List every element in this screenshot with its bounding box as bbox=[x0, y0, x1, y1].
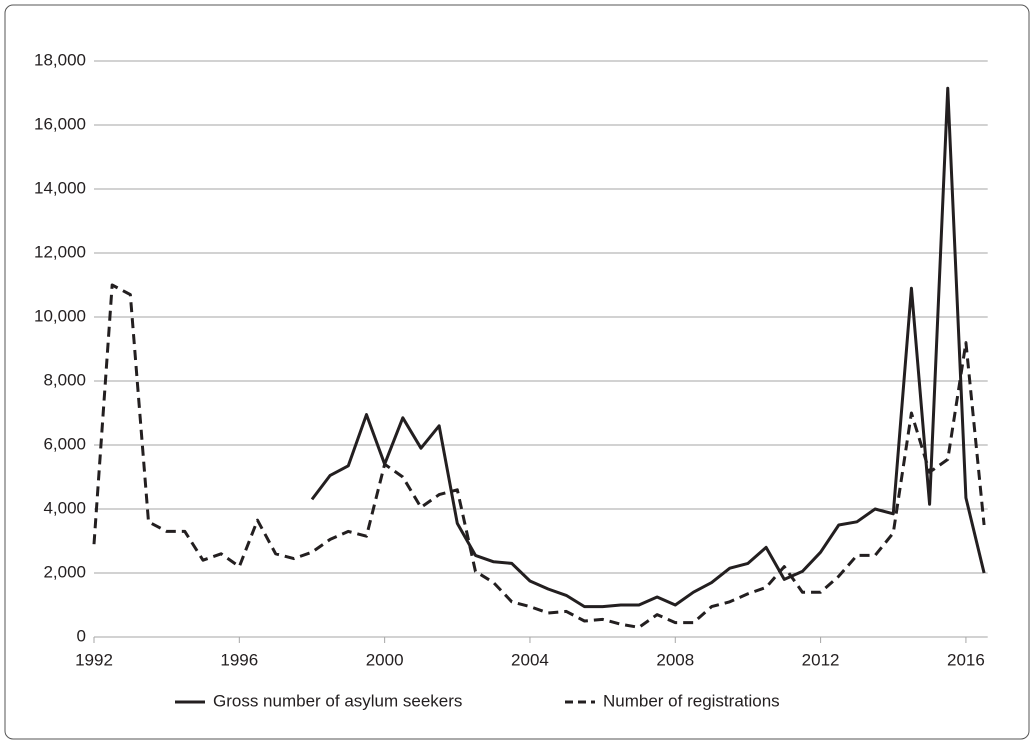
legend-label: Number of registrations bbox=[603, 691, 780, 710]
legend-label: Gross number of asylum seekers bbox=[213, 691, 462, 710]
x-tick-label: 1992 bbox=[75, 650, 113, 669]
y-tick-label: 12,000 bbox=[34, 242, 86, 261]
y-tick-label: 6,000 bbox=[43, 434, 86, 453]
y-tick-label: 14,000 bbox=[34, 178, 86, 197]
x-tick-label: 2000 bbox=[366, 650, 404, 669]
y-tick-label: 0 bbox=[77, 626, 86, 645]
y-tick-label: 16,000 bbox=[34, 114, 86, 133]
series-line bbox=[310, 86, 986, 609]
x-tick-label: 2004 bbox=[511, 650, 549, 669]
y-tick-label: 8,000 bbox=[43, 370, 86, 389]
x-tick-label: 1996 bbox=[220, 650, 258, 669]
y-tick-label: 10,000 bbox=[34, 306, 86, 325]
x-tick-label: 2016 bbox=[947, 650, 985, 669]
y-tick-label: 4,000 bbox=[43, 498, 86, 517]
series-line bbox=[92, 283, 986, 629]
y-tick-label: 18,000 bbox=[34, 50, 86, 69]
chart-frame bbox=[4, 4, 1030, 740]
x-tick-label: 2012 bbox=[802, 650, 840, 669]
x-tick-label: 2008 bbox=[656, 650, 694, 669]
y-tick-label: 2,000 bbox=[43, 562, 86, 581]
